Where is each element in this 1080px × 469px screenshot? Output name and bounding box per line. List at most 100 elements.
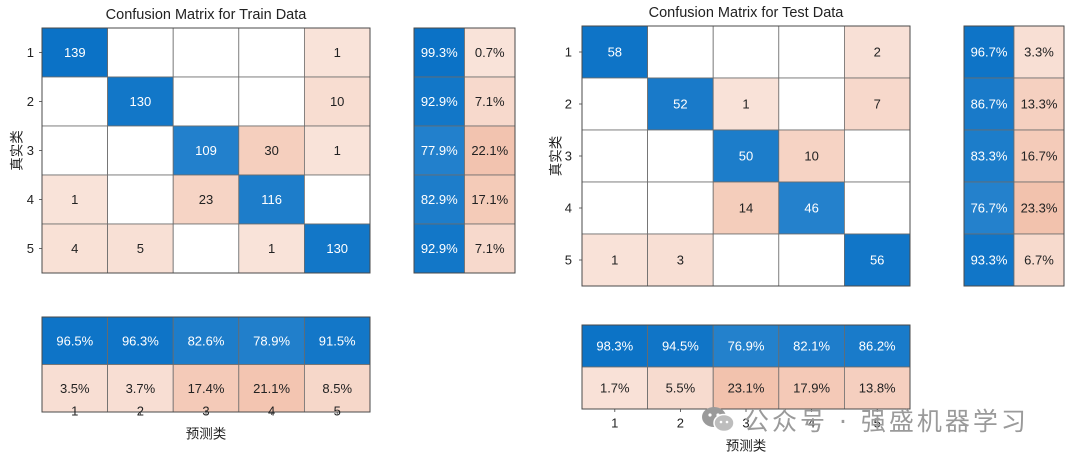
- col-tick-label: 4: [268, 404, 275, 419]
- watermark: 公众号 · 强盛机器学习: [700, 398, 1060, 442]
- col-summary-cell-correct-3: [712, 324, 780, 368]
- matrix-cell-value: 7: [874, 97, 881, 112]
- row-summary-border: [413, 27, 516, 274]
- col-summary-value: 5.5%: [666, 381, 696, 396]
- row-summary-value: 13.3%: [1021, 97, 1058, 112]
- row-tick-label: 4: [565, 201, 572, 216]
- matrix-cell-value: 1: [611, 253, 618, 268]
- matrix-cell-value: 139: [64, 45, 86, 60]
- matrix-cell-1-2: [107, 27, 174, 78]
- matrix-cell-1-1: [41, 27, 108, 78]
- matrix-cell-value: 1: [268, 241, 275, 256]
- col-tick-label: 3: [742, 416, 749, 431]
- col-summary-cell-correct-5: [844, 324, 911, 368]
- col-summary-value: 82.6%: [188, 333, 225, 348]
- row-summary-value: 82.9%: [421, 192, 458, 207]
- col-summary-value: 94.5%: [662, 339, 699, 354]
- wechat-icon: [702, 407, 735, 433]
- col-summary-value: 86.2%: [859, 339, 896, 354]
- col-summary-cell-incorrect-1: [581, 366, 648, 410]
- row-summary-value: 3.3%: [1024, 45, 1054, 60]
- col-summary-value: 17.9%: [793, 381, 830, 396]
- matrix-cell-value: 130: [326, 241, 348, 256]
- matrix-cell-5-4: [778, 233, 845, 287]
- row-summary-value: 96.7%: [971, 45, 1008, 60]
- row-summary-value: 99.3%: [421, 45, 458, 60]
- matrix-cell-value: 3: [677, 253, 684, 268]
- col-tick-label: 5: [874, 416, 881, 431]
- row-summary-value: 76.7%: [971, 201, 1008, 216]
- row-summary-cell-5-correct: [413, 223, 465, 274]
- matrix-cell-value: 10: [330, 94, 344, 109]
- col-summary-value: 96.3%: [122, 333, 159, 348]
- row-tick-label: 4: [27, 192, 34, 207]
- matrix-cell-value: 109: [195, 143, 217, 158]
- col-summary-cell-incorrect-1: [41, 364, 108, 413]
- col-tick-label: 1: [611, 416, 618, 431]
- chart-title: Confusion Matrix for Test Data: [649, 5, 845, 21]
- col-summary-value: 96.5%: [56, 333, 93, 348]
- matrix-cell-3-1: [41, 125, 108, 176]
- row-summary-value: 93.3%: [971, 253, 1008, 268]
- matrix-cell-value: 130: [130, 94, 152, 109]
- matrix-cell-value: 5: [137, 241, 144, 256]
- row-summary-cell-3-correct: [963, 129, 1015, 183]
- row-summary-value: 92.9%: [421, 241, 458, 256]
- matrix-cell-2-2: [107, 76, 174, 127]
- matrix-cell-value: 1: [334, 143, 341, 158]
- row-summary-border: [963, 25, 1065, 287]
- matrix-cell-2-1: [581, 77, 648, 131]
- matrix-cell-4-2: [107, 174, 174, 225]
- col-summary-value: 3.7%: [126, 381, 156, 396]
- matrix-cell-4-1: [581, 181, 648, 235]
- matrix-cell-value: 10: [804, 149, 818, 164]
- matrix-cell-value: 23: [199, 192, 213, 207]
- matrix-cell-value: 30: [264, 143, 278, 158]
- x-axis-label: 预测类: [186, 427, 227, 442]
- matrix-cell-5-3: [712, 233, 780, 287]
- row-tick-label: 5: [565, 253, 572, 268]
- row-tick-label: 3: [565, 149, 572, 164]
- row-summary-value: 77.9%: [421, 143, 458, 158]
- col-summary-value: 8.5%: [322, 381, 352, 396]
- row-summary-value: 7.1%: [475, 94, 505, 109]
- matrix-cell-value: 14: [739, 201, 753, 216]
- row-summary-cell-4-incorrect: [1013, 181, 1065, 235]
- matrix-cell-1-2: [647, 25, 714, 79]
- row-summary-value: 23.3%: [1021, 201, 1058, 216]
- col-summary-value: 17.4%: [188, 381, 225, 396]
- row-tick-label: 2: [565, 97, 572, 112]
- matrix-cell-4-5: [844, 181, 911, 235]
- row-summary-cell-1-incorrect: [464, 27, 516, 78]
- col-tick-label: 5: [334, 404, 341, 419]
- col-summary-cell-incorrect-2: [107, 364, 174, 413]
- row-summary-cell-1-incorrect: [1013, 25, 1065, 79]
- row-tick-label: 1: [565, 45, 572, 60]
- col-summary-value: 21.1%: [253, 381, 290, 396]
- matrix-cell-2-4: [778, 77, 845, 131]
- row-summary-value: 83.3%: [971, 149, 1008, 164]
- col-summary-cell-incorrect-4: [778, 366, 845, 410]
- row-tick-label: 2: [27, 94, 34, 109]
- matrix-cell-value: 1: [742, 97, 749, 112]
- row-summary-value: 92.9%: [421, 94, 458, 109]
- col-summary-cell-correct-3: [172, 316, 240, 365]
- matrix-cell-3-5: [844, 129, 911, 183]
- matrix-cell-3-2: [107, 125, 174, 176]
- col-summary-cell-incorrect-3: [712, 366, 780, 410]
- chart-title: Confusion Matrix for Train Data: [106, 7, 308, 23]
- row-summary-value: 16.7%: [1021, 149, 1058, 164]
- matrix-cell-1-3: [712, 25, 780, 79]
- col-summary-cell-incorrect-2: [647, 366, 714, 410]
- matrix-cell-1-4: [778, 25, 845, 79]
- row-summary-cell-3-incorrect: [464, 125, 516, 176]
- row-summary-value: 0.7%: [475, 45, 505, 60]
- matrix-cell-value: 56: [870, 253, 884, 268]
- col-tick-label: 4: [808, 416, 815, 431]
- matrix-cell-1-4: [238, 27, 305, 78]
- col-summary-value: 1.7%: [600, 381, 630, 396]
- row-summary-value: 86.7%: [971, 97, 1008, 112]
- matrix-cell-2-5: [303, 76, 371, 127]
